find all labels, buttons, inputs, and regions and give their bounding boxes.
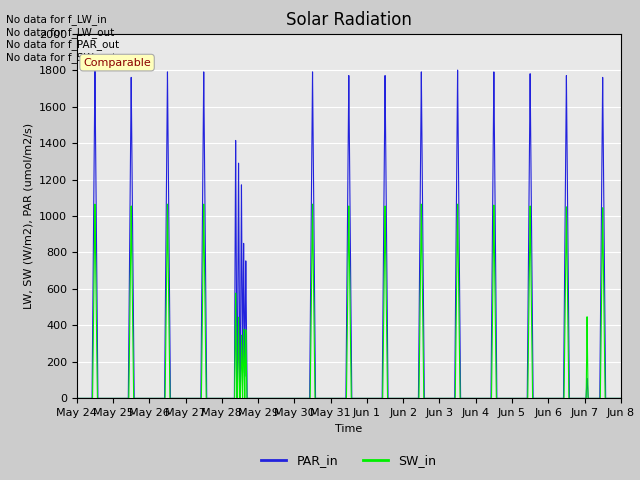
Title: Solar Radiation: Solar Radiation xyxy=(286,11,412,29)
PAR_in xyxy=(175,396,183,401)
Text: No data for f_LW_in
No data for f_LW_out
No data for f_PAR_out
No data for f_SW_: No data for f_LW_in No data for f_LW_out… xyxy=(6,14,120,63)
Y-axis label: LW, SW (W/m2), PAR (umol/m2/s): LW, SW (W/m2), PAR (umol/m2/s) xyxy=(24,123,33,309)
PAR_in xyxy=(383,235,390,241)
Legend: PAR_in, SW_in: PAR_in, SW_in xyxy=(257,449,441,472)
Text: Comparable: Comparable xyxy=(83,58,151,68)
SW_in xyxy=(325,396,333,401)
Line: SW_in: SW_in xyxy=(77,204,621,398)
SW_in xyxy=(91,201,99,207)
SW_in xyxy=(73,396,81,401)
SW_in xyxy=(271,396,279,401)
PAR_in xyxy=(73,396,81,401)
X-axis label: Time: Time xyxy=(335,424,362,433)
PAR_in xyxy=(271,396,279,401)
PAR_in xyxy=(164,72,172,78)
Line: PAR_in: PAR_in xyxy=(77,70,621,398)
SW_in xyxy=(383,323,390,328)
PAR_in xyxy=(617,396,625,401)
SW_in xyxy=(485,396,493,401)
SW_in xyxy=(164,204,172,209)
PAR_in xyxy=(325,396,333,401)
SW_in xyxy=(617,396,625,401)
PAR_in xyxy=(485,396,493,401)
SW_in xyxy=(175,396,183,401)
PAR_in xyxy=(91,67,99,73)
